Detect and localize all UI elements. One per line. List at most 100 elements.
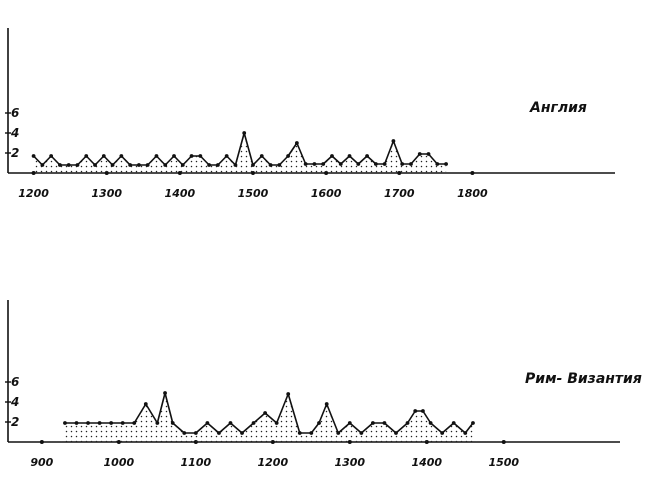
data-point [382,421,387,425]
data-point [128,163,133,167]
series-label: Англия [529,100,587,116]
data-point [49,154,54,158]
x-tick-label: 1200 [18,187,49,200]
data-point [163,163,168,167]
data-point [347,421,352,425]
x-tick-label: 900 [30,456,53,469]
data-point [303,162,308,166]
data-point [321,162,326,166]
data-point [324,402,329,406]
data-point [74,421,79,425]
data-point [205,421,210,425]
data-point [426,152,431,156]
data-point [40,163,45,167]
data-point [215,163,220,167]
data-point [277,163,282,167]
x-tick-label: 1500 [488,456,519,469]
y-tick-label: 2 [11,146,19,160]
data-point [286,154,290,158]
data-point [451,421,456,425]
data-point [66,163,71,167]
x-tick-label: 1300 [91,187,122,200]
data-point [101,154,106,158]
series-label: Рим- Византия [525,371,642,387]
x-tick-label: 1200 [258,456,289,469]
data-point [84,154,89,158]
data-point [286,392,291,396]
data-point [391,139,396,143]
data-point [365,154,369,158]
x-tick-label: 1500 [238,187,269,200]
data-point [417,152,422,156]
data-point [137,163,141,167]
data-point [251,421,256,425]
x-tick-label: 1700 [384,187,415,200]
data-point [132,421,137,425]
data-point [336,431,341,435]
data-point [207,163,212,167]
data-point [143,402,148,406]
data-point [356,162,361,166]
data-point [172,154,176,158]
data-point [440,431,445,435]
data-point [170,421,175,425]
data-point [154,154,159,158]
data-point [394,431,398,435]
data-point [182,431,187,435]
y-tick-label: 6 [11,375,19,389]
x-tick-label: 1400 [411,456,442,469]
data-point [428,421,433,425]
data-point [86,421,90,425]
data-point [180,163,185,167]
x-tick-label: 1600 [311,187,342,200]
data-point [370,421,375,425]
data-point [110,163,115,167]
x-tick-label: 1400 [165,187,196,200]
y-tick-label: 4 [10,126,19,140]
data-point [163,391,167,395]
data-point [75,163,80,167]
series-area [64,393,473,442]
data-point [347,154,352,158]
y-tick-label: 2 [11,415,19,429]
data-point [63,421,67,425]
x-tick-label: 1100 [181,456,212,469]
data-point [120,421,125,425]
data-point [471,421,475,425]
data-point [145,163,150,167]
data-point [233,163,238,167]
data-point [413,409,418,413]
data-point [189,154,194,158]
panel-rome-byzantium: 2 4 6 900 1000 1100 1200 1300 1400 1500 Рим- Визан… [5,300,642,469]
y-tick-label: 6 [11,106,19,120]
data-point [317,421,321,425]
data-point [463,431,468,435]
data-point [228,421,233,425]
data-point [240,431,244,435]
data-point [330,154,334,158]
data-point [274,421,279,425]
x-tick-label: 1800 [457,187,488,200]
data-point [259,154,264,158]
data-point [421,409,425,413]
x-tick [39,440,44,444]
series-area [33,133,447,173]
data-point [119,154,124,158]
panel-england: 2 4 6 1200 1300 1400 1500 1600 1700 1800 Англия [5,28,615,200]
data-point [58,163,62,167]
x-tick-label: 1000 [104,456,135,469]
data-point [217,431,221,435]
x-tick [470,171,475,175]
data-point [409,162,413,166]
data-point [109,421,114,425]
data-point [198,154,203,158]
data-point [359,431,364,435]
x-tick-label: 1300 [334,456,365,469]
data-point [224,154,229,158]
y-tick-label: 4 [10,395,19,409]
x-tick [501,440,506,444]
data-point [444,162,448,166]
data-point [242,131,247,135]
